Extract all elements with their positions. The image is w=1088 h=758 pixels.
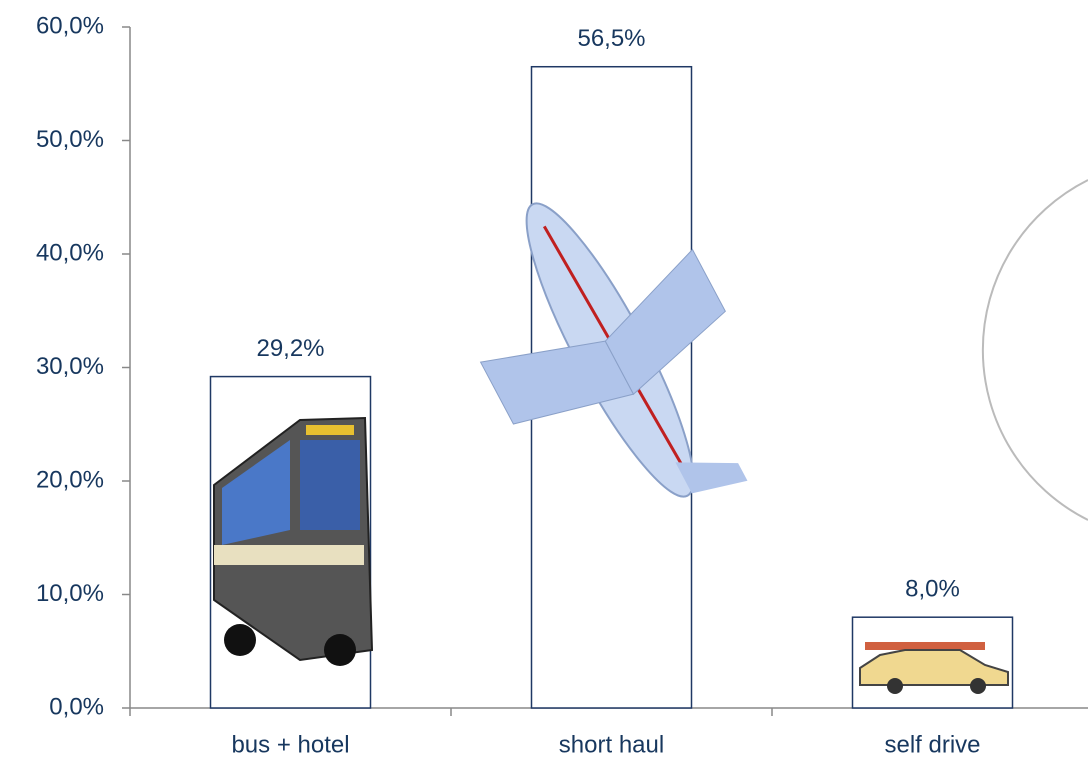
y-tick-label: 20,0%: [36, 466, 104, 493]
car-icon: [859, 642, 1009, 694]
x-tick-label: self drive: [884, 731, 980, 758]
illustrations: [213, 202, 1009, 694]
x-tick-label: short haul: [559, 731, 664, 758]
y-tick-label: 50,0%: [36, 126, 104, 153]
bus-icon: [213, 416, 374, 666]
x-tick-label: bus + hotel: [231, 731, 349, 758]
value-label: 29,2%: [256, 335, 324, 362]
plane-icon: [479, 202, 748, 498]
labels: 0,0% 10,0% 20,0% 30,0% 40,0% 50,0% 60,0% bus + …: [36, 12, 981, 758]
value-label: 8,0%: [905, 576, 960, 603]
y-tick-label: 0,0%: [49, 693, 104, 720]
y-tick-label: 60,0%: [36, 12, 104, 39]
y-tick-label: 30,0%: [36, 353, 104, 380]
value-label: 56,5%: [577, 25, 645, 52]
y-tick-label: 10,0%: [36, 580, 104, 607]
decor-arc: [981, 179, 1088, 521]
y-tick-label: 40,0%: [36, 239, 104, 266]
